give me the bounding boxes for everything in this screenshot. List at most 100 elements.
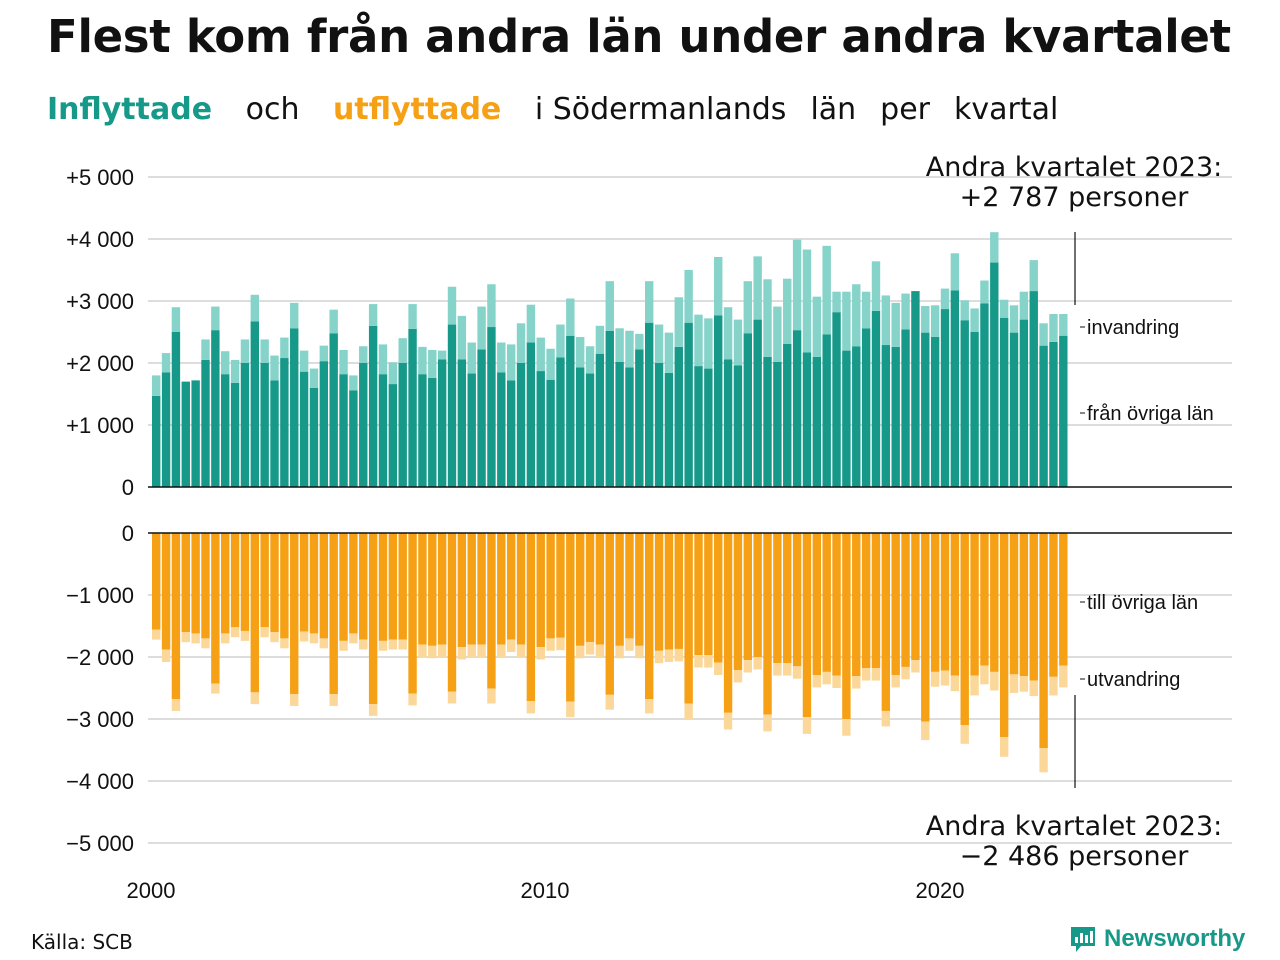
bar-out-domestic: [960, 533, 969, 726]
bar-out-emigration: [181, 632, 190, 643]
bar-in-domestic: [812, 356, 822, 487]
bar-out-emigration: [329, 694, 338, 706]
annotation-bottom-line2: −2 486 personer: [960, 841, 1190, 872]
bar-in-immigration: [368, 304, 378, 326]
bar-in-immigration: [230, 359, 240, 383]
bar-in-domestic: [260, 363, 269, 487]
bar-in-immigration: [585, 346, 595, 374]
bar-in-domestic: [990, 262, 999, 487]
bar-in-domestic: [901, 329, 910, 487]
bar-in-immigration: [280, 337, 289, 359]
bar-out-domestic: [280, 533, 289, 639]
bar-in-immigration: [487, 284, 496, 328]
bar-in-domestic: [832, 312, 841, 487]
bar-in-domestic: [585, 373, 595, 487]
y-tick-label-out: −5 000: [66, 831, 134, 856]
bar-in-domestic: [980, 303, 989, 487]
bar-in-domestic: [221, 374, 230, 487]
bar-out-domestic: [595, 533, 605, 645]
bar-out-emigration: [299, 631, 309, 642]
bar-in-immigration: [152, 375, 161, 396]
bar-out-domestic: [832, 533, 841, 676]
bar-out-domestic: [1019, 533, 1029, 677]
bar-in-domestic: [437, 359, 447, 487]
brand-name: Newsworthy: [1104, 925, 1246, 952]
bar-out-domestic: [723, 533, 733, 713]
bar-in-domestic: [477, 349, 486, 487]
bar-out-domestic: [901, 533, 910, 667]
bar-out-domestic: [516, 533, 526, 645]
bar-in-immigration: [161, 353, 171, 373]
bar-in-immigration: [921, 305, 930, 333]
bar-in-domestic: [378, 374, 388, 487]
bar-in-immigration: [171, 307, 181, 332]
bar-out-domestic: [753, 533, 762, 657]
bar-out-emigration: [763, 714, 772, 732]
bar-out-domestic: [575, 533, 585, 646]
bar-out-emigration: [161, 649, 171, 662]
bar-in-domestic: [763, 356, 772, 487]
bar-out-domestic: [704, 533, 713, 656]
subtitle-lan: län: [810, 92, 857, 127]
bar-in-domestic: [871, 310, 881, 487]
bar-out-emigration: [999, 736, 1009, 757]
bar-out-domestic: [447, 533, 457, 692]
annotation-bottom-line1: Andra kvartalet 2023:: [926, 811, 1222, 842]
bar-in-immigration: [359, 346, 368, 363]
bar-out-domestic: [792, 533, 802, 667]
bar-out-domestic: [861, 533, 871, 669]
series-label: utvandring: [1087, 669, 1180, 691]
bar-out-domestic: [783, 533, 792, 664]
bar-out-emigration: [792, 666, 802, 679]
bar-out-emigration: [280, 638, 289, 649]
bar-out-domestic: [437, 533, 447, 645]
bar-out-emigration: [290, 694, 299, 706]
bar-in-immigration: [753, 256, 762, 320]
bar-in-immigration: [930, 305, 940, 337]
bar-out-domestic: [506, 533, 516, 640]
bar-out-domestic: [546, 533, 555, 639]
bar-in-immigration: [437, 350, 447, 360]
bar-out-domestic: [339, 533, 348, 641]
bar-in-immigration: [428, 349, 437, 378]
bar-in-immigration: [999, 299, 1009, 318]
bar-in-immigration: [516, 323, 526, 363]
bar-in-domestic: [783, 343, 792, 487]
y-tick-label-out: −4 000: [66, 769, 134, 794]
bar-out-domestic: [467, 533, 476, 645]
bar-out-emigration: [812, 674, 822, 688]
bar-in-domestic: [270, 380, 279, 487]
bar-out-domestic: [625, 533, 634, 639]
y-tick-label-out: 0: [122, 521, 134, 546]
bar-in-domestic: [211, 330, 220, 487]
bar-in-immigration: [625, 330, 634, 368]
bar-out-domestic: [309, 533, 319, 634]
bar-in-domestic: [181, 381, 190, 487]
bar-out-domestic: [1029, 533, 1038, 681]
bar-in-domestic: [635, 349, 644, 487]
bar-in-domestic: [861, 328, 871, 487]
bar-out-domestic: [605, 533, 614, 695]
source-note: Källa: SCB: [31, 930, 133, 954]
bar-in-immigration: [329, 309, 338, 334]
y-tick-label-out: −2 000: [66, 645, 134, 670]
bar-out-domestic: [930, 533, 940, 672]
bar-out-domestic: [802, 533, 812, 718]
bar-out-domestic: [221, 533, 230, 634]
bar-in-domestic: [250, 321, 259, 487]
bar-out-emigration: [980, 665, 989, 685]
bar-in-immigration: [595, 325, 605, 354]
y-tick-label-in: +1 000: [66, 413, 134, 438]
bar-out-emigration: [595, 644, 605, 657]
bar-in-domestic: [664, 372, 674, 487]
bar-out-domestic: [497, 533, 506, 645]
bar-out-domestic: [201, 533, 210, 639]
bar-out-domestic: [891, 533, 900, 675]
bar-out-emigration: [783, 663, 792, 676]
bar-in-domestic: [753, 319, 762, 487]
bar-in-immigration: [852, 284, 861, 347]
bar-in-immigration: [309, 368, 319, 388]
bar-out-emigration: [418, 644, 427, 657]
bar-in-domestic: [999, 317, 1009, 487]
bar-out-domestic: [299, 533, 309, 632]
